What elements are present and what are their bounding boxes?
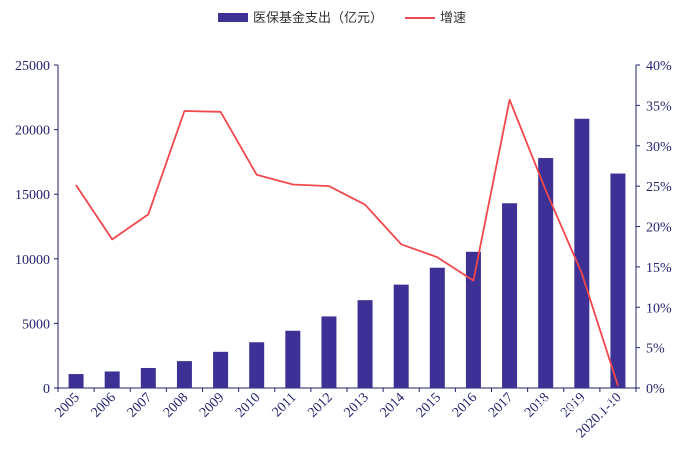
x-tick-label: 2014 [378, 390, 408, 420]
x-tick-label: 2009 [197, 390, 227, 420]
left-y-tick-label: 20000 [15, 124, 50, 139]
right-y-tick-label: 15% [646, 261, 672, 276]
x-tick-label: 2010 [233, 390, 263, 420]
bar [610, 173, 626, 388]
axes: 0 5000 10000 15000 20000 25000 0% 5% 10% 15% 20% 25… [15, 59, 672, 397]
bar [285, 330, 301, 388]
growth-point [75, 184, 77, 186]
right-y-tick-label: 0% [646, 382, 665, 397]
left-y-tick-label: 25000 [15, 59, 50, 74]
x-tick-label: 2012 [305, 390, 335, 420]
bar [249, 342, 265, 388]
growth-point [581, 272, 583, 274]
growth-point [292, 183, 294, 186]
bar [429, 267, 445, 388]
right-y-tick-label: 35% [646, 99, 672, 114]
growth-point [472, 280, 475, 282]
bar [574, 118, 590, 389]
x-tick-label: 2016 [450, 390, 480, 420]
left-y-tick-label: 15000 [15, 188, 50, 203]
legend-bar-label: 医保基金支出（亿元） [253, 10, 383, 26]
growth-point [617, 384, 619, 387]
watermark: 资产信息网 千际投行 [537, 397, 658, 413]
x-tick-label: 2007 [125, 390, 155, 420]
right-y-tick-label: 5% [646, 342, 665, 357]
right-y-tick-label: 10% [646, 301, 672, 316]
growth-line [75, 98, 619, 386]
x-tick-label: 2015 [414, 390, 444, 420]
legend-line-label: 增速 [440, 11, 466, 26]
x-tick-label: 2017 [486, 390, 516, 420]
growth-point [111, 238, 113, 241]
bar [538, 158, 554, 388]
bar [104, 371, 120, 388]
x-tick-label: 2013 [341, 390, 371, 420]
bar [393, 284, 409, 388]
right-y-tick-label: 20% [646, 221, 672, 236]
growth-line-series [75, 98, 619, 387]
bar [502, 203, 518, 388]
bar [213, 351, 229, 388]
right-y-tick-label: 30% [646, 140, 672, 155]
x-tick-label: 2008 [161, 390, 191, 420]
bar [465, 251, 481, 388]
bar [68, 374, 84, 388]
legend: 医保基金支出（亿元） 增速 [218, 10, 466, 26]
bar [140, 367, 156, 388]
growth-point [328, 185, 330, 187]
growth-point [508, 99, 511, 101]
x-tick-label: 2005 [52, 390, 82, 420]
growth-point [219, 111, 222, 113]
growth-point [183, 110, 186, 112]
x-tick-label: 2006 [89, 390, 119, 420]
bar [321, 316, 337, 388]
growth-point [545, 189, 547, 191]
bar [176, 361, 192, 388]
growth-point [147, 213, 149, 215]
growth-point [400, 243, 402, 245]
left-y-tick-label: 10000 [15, 253, 50, 268]
bar-series [68, 118, 626, 389]
left-y-tick-label: 0 [43, 382, 50, 397]
bar [357, 300, 373, 388]
growth-point [364, 204, 366, 206]
x-tick-label: 2011 [270, 390, 300, 420]
left-y-tick-label: 5000 [22, 317, 50, 332]
growth-point [256, 174, 258, 176]
growth-point [436, 256, 438, 258]
right-y-tick-label: 40% [646, 59, 672, 74]
legend-bar-swatch [218, 13, 248, 22]
right-y-tick-label: 25% [646, 180, 672, 195]
